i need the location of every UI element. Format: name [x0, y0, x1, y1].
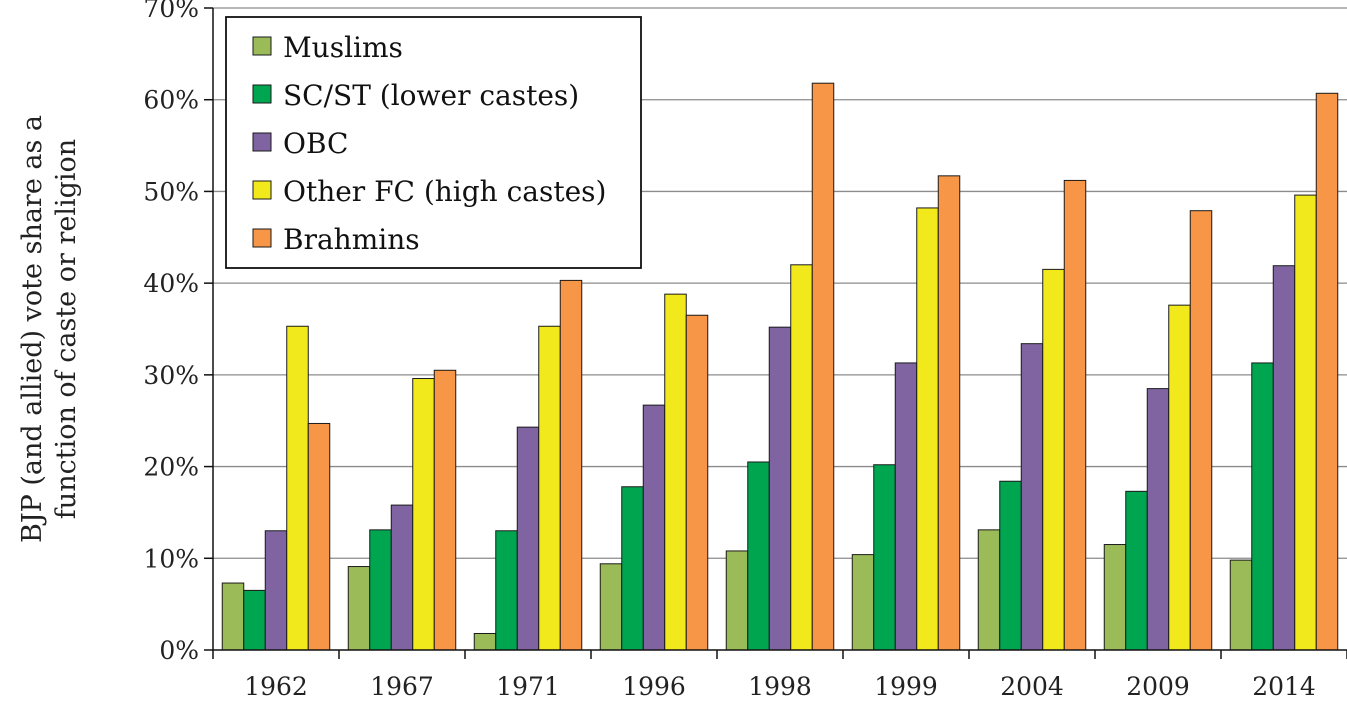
- bar-sc-st-lower-castes-1967: [369, 529, 392, 651]
- y-tick-label: 40%: [143, 269, 199, 298]
- x-tick-label: 1971: [496, 672, 560, 701]
- bar-sc-st-lower-castes-2009: [1125, 490, 1148, 651]
- bar-sc-st-lower-castes-1971: [495, 530, 518, 651]
- bar-other-fc-high-castes-1967: [412, 378, 435, 651]
- bar-obc-1999: [894, 362, 918, 651]
- legend: Muslims SC/ST (lower castes) OBC Other FC (…: [225, 16, 642, 269]
- bar-obc-2004: [1020, 343, 1044, 651]
- y-axis-label: BJP (and allied) vote share as a function…: [17, 115, 82, 543]
- axes: [204, 7, 1347, 659]
- y-tick-label: 70%: [143, 0, 199, 23]
- bar-sc-st-lower-castes-2014: [1251, 362, 1274, 651]
- bar-other-fc-high-castes-1999: [916, 207, 939, 651]
- bar-brahmins-2009: [1189, 210, 1213, 651]
- bar-muslims-2004: [977, 529, 1001, 651]
- bar-muslims-1996: [599, 563, 623, 651]
- bar-muslims-1999: [851, 554, 875, 651]
- legend-swatch: [252, 228, 272, 248]
- legend-swatch: [252, 36, 272, 56]
- bar-obc-1996: [642, 404, 666, 651]
- x-tick-label: 2004: [1000, 672, 1064, 701]
- x-tick-label: 1996: [622, 672, 686, 701]
- bar-sc-st-lower-castes-1999: [873, 464, 896, 651]
- x-tick-label: 1999: [874, 672, 938, 701]
- bar-obc-1967: [390, 504, 414, 651]
- bar-obc-2009: [1146, 388, 1170, 651]
- bar-obc-1998: [768, 326, 792, 651]
- y-tick-label: 50%: [143, 177, 199, 206]
- bar-brahmins-1962: [307, 422, 331, 651]
- bar-sc-st-lower-castes-1998: [747, 461, 770, 651]
- bar-other-fc-high-castes-1962: [286, 325, 309, 651]
- legend-label: Other FC (high castes): [283, 175, 606, 208]
- x-tick-label: 1967: [370, 672, 434, 701]
- bar-other-fc-high-castes-2014: [1294, 194, 1317, 651]
- bar-brahmins-2014: [1315, 92, 1339, 651]
- y-tick-label: 30%: [143, 361, 199, 390]
- bars: [221, 82, 1339, 651]
- bar-other-fc-high-castes-2009: [1168, 304, 1191, 651]
- bar-brahmins-1971: [559, 279, 583, 651]
- bar-obc-1971: [516, 426, 540, 651]
- legend-label: Brahmins: [283, 223, 420, 256]
- y-axis-label-line: BJP (and allied) vote share as a: [17, 115, 48, 543]
- legend-label: Muslims: [283, 31, 403, 64]
- bar-muslims-2009: [1103, 544, 1127, 651]
- x-tick-label: 1962: [244, 672, 308, 701]
- bar-other-fc-high-castes-2004: [1042, 268, 1065, 651]
- bar-sc-st-lower-castes-1996: [621, 486, 644, 651]
- bar-brahmins-1967: [433, 369, 457, 651]
- bar-sc-st-lower-castes-2004: [999, 480, 1022, 651]
- bar-muslims-1962: [221, 582, 245, 651]
- y-tick-label: 60%: [143, 86, 199, 115]
- x-tick-label: 2014: [1252, 672, 1316, 701]
- legend-swatch: [252, 84, 272, 104]
- bar-brahmins-1998: [811, 82, 835, 651]
- legend-swatch: [252, 180, 272, 200]
- x-tick-label: 1998: [748, 672, 812, 701]
- legend-label: OBC: [283, 127, 348, 160]
- y-tick-label: 10%: [143, 544, 199, 573]
- y-tick-label: 20%: [143, 453, 199, 482]
- bar-obc-2014: [1272, 265, 1296, 651]
- bar-obc-1962: [264, 530, 288, 651]
- bar-brahmins-1996: [685, 314, 709, 651]
- bar-muslims-1971: [473, 632, 497, 651]
- bar-muslims-1998: [725, 550, 749, 651]
- bar-other-fc-high-castes-1971: [538, 325, 561, 651]
- y-tick-labels: 0% 10% 20% 30% 40% 50% 60% 70%: [143, 0, 199, 665]
- bar-other-fc-high-castes-1998: [790, 264, 813, 651]
- bar-muslims-2014: [1229, 559, 1253, 651]
- y-axis-label-line: function of caste or religion: [51, 139, 82, 519]
- bar-sc-st-lower-castes-1962: [243, 589, 266, 651]
- legend-box: [225, 16, 642, 269]
- legend-label: SC/ST (lower castes): [283, 79, 579, 112]
- x-tick-label: 2009: [1126, 672, 1190, 701]
- x-tick-labels: 1962 1967 1971 1996 1998 1999 2004 2009 2014: [244, 672, 1316, 701]
- y-tick-label: 0%: [159, 636, 199, 665]
- bar-brahmins-2004: [1063, 179, 1087, 651]
- legend-swatch: [252, 132, 272, 152]
- bar-other-fc-high-castes-1996: [664, 293, 687, 651]
- bar-brahmins-1999: [937, 175, 961, 651]
- bar-muslims-1967: [347, 566, 371, 651]
